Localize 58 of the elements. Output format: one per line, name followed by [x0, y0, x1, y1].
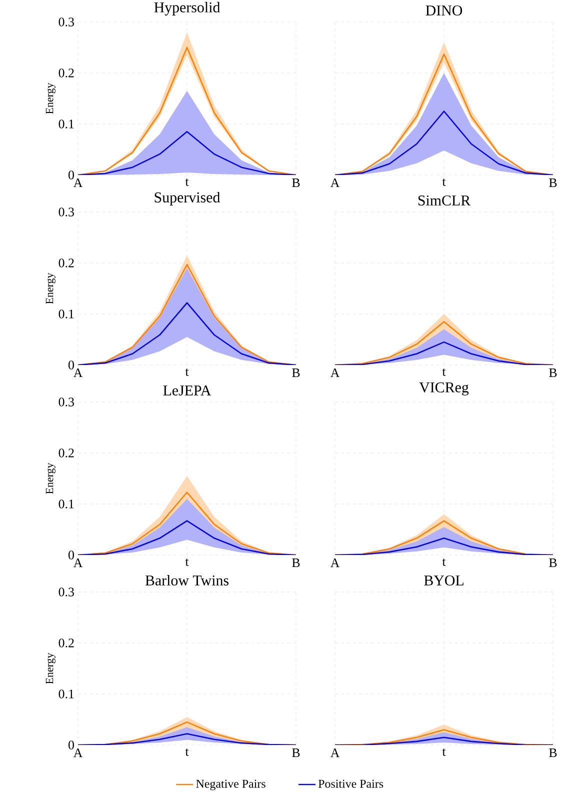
chart-title: Hypersolid: [154, 2, 220, 16]
line-series: [78, 520, 296, 555]
x-tick-label: A: [330, 748, 340, 758]
y-tick-label: 0.3: [58, 18, 74, 26]
legend-label: Positive Pairs: [318, 780, 384, 788]
chart-title: SimCLR: [418, 195, 471, 206]
x-tick-label: A: [73, 748, 83, 758]
chart-title: Barlow Twins: [145, 574, 228, 586]
y-tick-label: 0.2: [58, 258, 74, 268]
x-tick-label: A: [330, 558, 340, 568]
x-tick-label: A: [73, 368, 83, 378]
x-tick-label: B: [549, 558, 557, 568]
line-series: [78, 130, 296, 175]
chart-title: LeJEPA: [163, 385, 212, 396]
line-series: [78, 733, 296, 745]
y-tick-label: 0: [68, 360, 74, 370]
y-tick-label: 0.3: [58, 588, 74, 596]
legend-label: Negative Pairs: [196, 780, 266, 790]
x-tick-label: B: [292, 178, 300, 188]
x-tick-label: B: [549, 368, 557, 378]
chart-title: Supervised: [154, 192, 220, 206]
x-tick-label: B: [292, 558, 300, 568]
x-tick-label: B: [549, 178, 557, 188]
x-tick-label: A: [330, 178, 340, 188]
x-tick-label: t: [185, 178, 189, 186]
y-axis-title: Energy: [46, 272, 56, 304]
x-tick-label: t: [185, 748, 189, 756]
x-tick-label: t: [185, 368, 189, 376]
x-tick-label: t: [185, 558, 189, 566]
y-tick-label: 0.1: [58, 120, 74, 128]
x-tick-label: B: [549, 748, 557, 758]
y-tick-label: 0.3: [58, 208, 74, 216]
x-tick-label: A: [73, 178, 83, 188]
y-axis-title: Energy: [46, 82, 56, 114]
y-tick-label: 0: [68, 550, 74, 560]
y-tick-label: 0.1: [58, 310, 74, 318]
y-tick-label: 0.2: [58, 448, 74, 458]
chart-title: BYOL: [424, 575, 464, 586]
y-tick-label: 0.3: [58, 398, 74, 406]
x-tick-label: A: [330, 368, 340, 378]
x-tick-label: A: [73, 558, 83, 568]
x-tick-label: t: [442, 558, 446, 566]
y-axis-title: Energy: [46, 462, 56, 494]
x-tick-label: t: [442, 368, 446, 376]
x-tick-label: t: [442, 178, 446, 186]
line-series: [78, 302, 296, 365]
x-tick-label: B: [292, 368, 300, 378]
y-tick-label: 0.1: [58, 690, 74, 698]
y-tick-label: 0: [68, 740, 74, 750]
y-tick-label: 0.2: [58, 68, 74, 78]
chart-title: VICReg: [419, 382, 469, 396]
x-tick-label: t: [442, 748, 446, 756]
y-tick-label: 0.2: [58, 638, 74, 648]
x-tick-label: B: [292, 748, 300, 758]
y-tick-label: 0: [68, 170, 74, 180]
chart-title: DINO: [426, 5, 462, 16]
y-tick-label: 0.1: [58, 500, 74, 508]
y-axis-title: Energy: [46, 652, 56, 684]
